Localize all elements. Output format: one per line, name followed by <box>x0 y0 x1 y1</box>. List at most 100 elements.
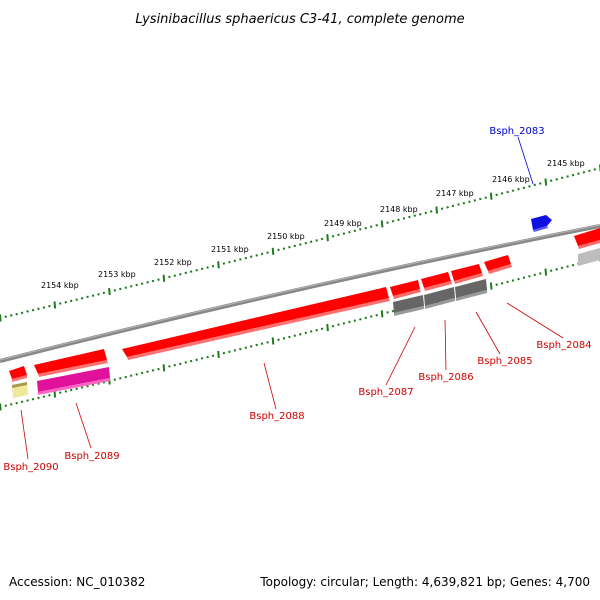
minor-tick <box>397 218 400 222</box>
minor-tick <box>299 243 302 246</box>
minor-tick <box>48 304 51 308</box>
gene-Bsph_2087[interactable] <box>390 280 421 299</box>
minor-tick <box>528 275 531 278</box>
minor-tick <box>282 337 286 340</box>
minor-tick <box>517 277 520 281</box>
minor-tick <box>233 259 237 263</box>
minor-tick <box>206 266 209 269</box>
gene-label-Bsph_2090[interactable]: Bsph_2090 <box>3 462 58 473</box>
gene-label-Bsph_2089[interactable]: Bsph_2089 <box>64 451 119 462</box>
minor-tick <box>129 285 133 288</box>
minor-tick <box>364 316 368 320</box>
minor-tick <box>239 258 242 261</box>
minor-tick <box>222 351 226 355</box>
minor-tick <box>173 363 177 367</box>
minor-tick <box>533 273 537 277</box>
gene-reverse-gray-partial[interactable] <box>578 248 600 266</box>
minor-tick <box>348 230 351 234</box>
minor-tick <box>135 373 138 376</box>
gene-label-Bsph_2083[interactable]: Bsph_2083 <box>489 126 544 137</box>
minor-tick <box>571 263 575 267</box>
feature-magenta-2089[interactable] <box>37 367 110 395</box>
leader-line-Bsph_2084 <box>506 302 564 339</box>
minor-tick <box>189 359 193 363</box>
minor-tick <box>195 358 198 362</box>
minor-tick <box>75 387 78 391</box>
minor-tick <box>386 311 389 314</box>
minor-tick <box>522 186 526 190</box>
outer-tick-ring <box>0 164 600 322</box>
minor-tick <box>173 274 177 277</box>
minor-tick <box>353 229 357 233</box>
gene-Bsph_2083[interactable] <box>531 215 552 232</box>
minor-tick <box>200 357 204 360</box>
minor-tick <box>304 331 308 335</box>
minor-tick <box>353 319 357 322</box>
tick-label: 2151 kbp <box>211 245 249 254</box>
minor-tick <box>255 254 258 257</box>
minor-tick <box>304 241 308 245</box>
minor-tick <box>179 273 182 276</box>
minor-tick <box>424 211 428 215</box>
minor-tick <box>48 394 51 397</box>
minor-tick <box>42 395 46 398</box>
minor-tick <box>495 193 498 197</box>
major-tick <box>326 323 329 332</box>
minor-tick <box>506 280 509 284</box>
minor-tick <box>369 315 373 318</box>
minor-tick <box>211 264 215 268</box>
minor-tick <box>440 207 444 210</box>
minor-tick <box>146 370 149 373</box>
major-tick <box>217 261 220 269</box>
minor-tick <box>228 350 231 354</box>
leader-line-Bsph_2089 <box>75 402 92 449</box>
minor-tick <box>359 318 362 321</box>
minor-tick <box>228 260 231 264</box>
gene-Bsph_2090[interactable] <box>9 366 27 382</box>
minor-tick <box>64 300 68 304</box>
feature-gray-2086[interactable] <box>424 287 455 309</box>
minor-tick <box>42 306 46 309</box>
tick-label: 2146 kbp <box>492 175 530 184</box>
minor-tick <box>413 214 417 217</box>
minor-tick <box>260 342 264 345</box>
feature-gray-2087[interactable] <box>393 295 424 316</box>
gene-forward-partial[interactable] <box>574 228 600 249</box>
minor-tick <box>500 282 504 285</box>
feature-yellow-2090[interactable] <box>12 382 28 398</box>
gene-Bsph_2089[interactable] <box>34 349 108 377</box>
minor-tick <box>375 224 378 227</box>
minor-tick <box>495 283 498 286</box>
feature-gray-2085[interactable] <box>455 279 487 301</box>
minor-tick <box>15 312 18 316</box>
minor-tick <box>500 192 504 195</box>
minor-tick <box>288 245 291 249</box>
gene-Bsph_2084[interactable] <box>484 255 512 274</box>
gene-Bsph_2085[interactable] <box>451 264 483 284</box>
minor-tick <box>244 346 248 349</box>
minor-tick <box>86 295 89 299</box>
minor-tick <box>560 266 564 270</box>
minor-tick <box>555 268 558 271</box>
gene-label-Bsph_2086[interactable]: Bsph_2086 <box>418 372 473 383</box>
gene-label-Bsph_2085[interactable]: Bsph_2085 <box>477 356 532 367</box>
gene-Bsph_2088[interactable] <box>122 287 390 360</box>
minor-tick <box>59 391 62 394</box>
gene-Bsph_2086[interactable] <box>421 272 452 291</box>
map-title: Lysinibacillus sphaericus C3-41, complet… <box>135 12 464 27</box>
gene-label-Bsph_2084[interactable]: Bsph_2084 <box>536 340 591 351</box>
minor-tick <box>293 244 297 248</box>
minor-tick <box>113 289 117 292</box>
major-tick <box>0 403 2 411</box>
minor-tick <box>20 311 24 315</box>
gene-label-Bsph_2087[interactable]: Bsph_2087 <box>358 387 413 398</box>
minor-tick <box>260 252 264 256</box>
minor-tick <box>359 228 362 231</box>
major-tick <box>162 364 166 372</box>
major-tick <box>544 178 548 186</box>
minor-tick <box>342 322 346 325</box>
gene-label-Bsph_2088[interactable]: Bsph_2088 <box>249 411 304 422</box>
minor-tick <box>157 278 160 281</box>
minor-tick <box>320 327 324 331</box>
genome-backbone-highlight <box>0 224 600 361</box>
